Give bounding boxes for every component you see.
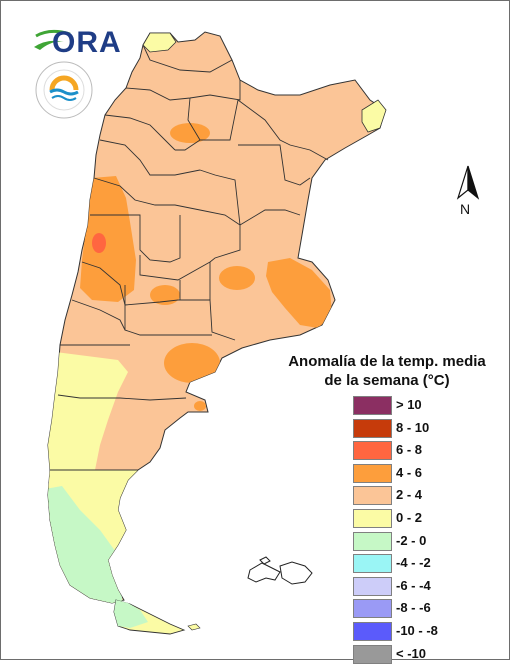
zone-0-2-south	[48, 350, 128, 490]
legend-label: -8 - -6	[396, 600, 431, 616]
legend-swatch	[353, 621, 392, 641]
legend-label: -6 - -4	[396, 577, 431, 593]
legend-label: < -10	[396, 645, 426, 661]
legend-label: > 10	[396, 397, 422, 412]
legend-swatch	[353, 644, 392, 664]
ora-logo-text: ORA	[52, 26, 122, 59]
legend-label: 2 - 4	[396, 487, 423, 503]
falkland-islands	[247, 556, 313, 585]
ora-logo-swoosh-icon	[34, 29, 71, 50]
province-boundaries	[50, 44, 329, 471]
zone-4-6-center	[150, 285, 180, 305]
legend-swatch	[353, 508, 392, 528]
legend-label: 8 - 10	[396, 419, 430, 435]
legend-label: -2 - 0	[396, 532, 427, 548]
legend-swatch	[353, 441, 392, 461]
legend-swatch	[353, 576, 392, 596]
legend-swatch	[353, 463, 392, 483]
legend-title-line1: Anomalía de la temp. media	[288, 353, 486, 370]
legend-label: 0 - 2	[396, 509, 423, 525]
legend-swatch	[353, 396, 392, 415]
legend-title-line2: de la semana (°C)	[324, 372, 450, 389]
legend-swatch	[353, 554, 392, 574]
legend-label: 6 - 8	[396, 442, 423, 458]
zone-4-6-west	[80, 176, 136, 302]
legend-title: Anomalía de la temp. media de la semana …	[276, 352, 498, 390]
legend-swatch	[353, 599, 392, 619]
north-arrow-icon	[456, 165, 480, 200]
legend-label: -10 - -8	[396, 622, 438, 638]
country-shape	[47, 31, 386, 604]
institution-seal-icon	[35, 61, 93, 119]
north-label: N	[460, 201, 471, 217]
zone-4-6-east	[266, 258, 332, 328]
legend-label: -4 - -2	[396, 555, 431, 571]
legend-swatch	[353, 418, 392, 438]
tierra-del-fuego	[113, 599, 201, 635]
zone-4-6-northwest	[170, 123, 210, 143]
zone-6-8-west	[92, 233, 106, 253]
zone-4-6-center-east	[219, 266, 255, 290]
legend-swatch	[353, 531, 392, 551]
north-yellow-zones	[142, 32, 387, 133]
legend-swatch	[353, 486, 392, 506]
zone-4-6-pampa	[164, 343, 220, 383]
legend-label: 4 - 6	[396, 464, 423, 480]
zone-4-6-coast	[194, 401, 206, 411]
